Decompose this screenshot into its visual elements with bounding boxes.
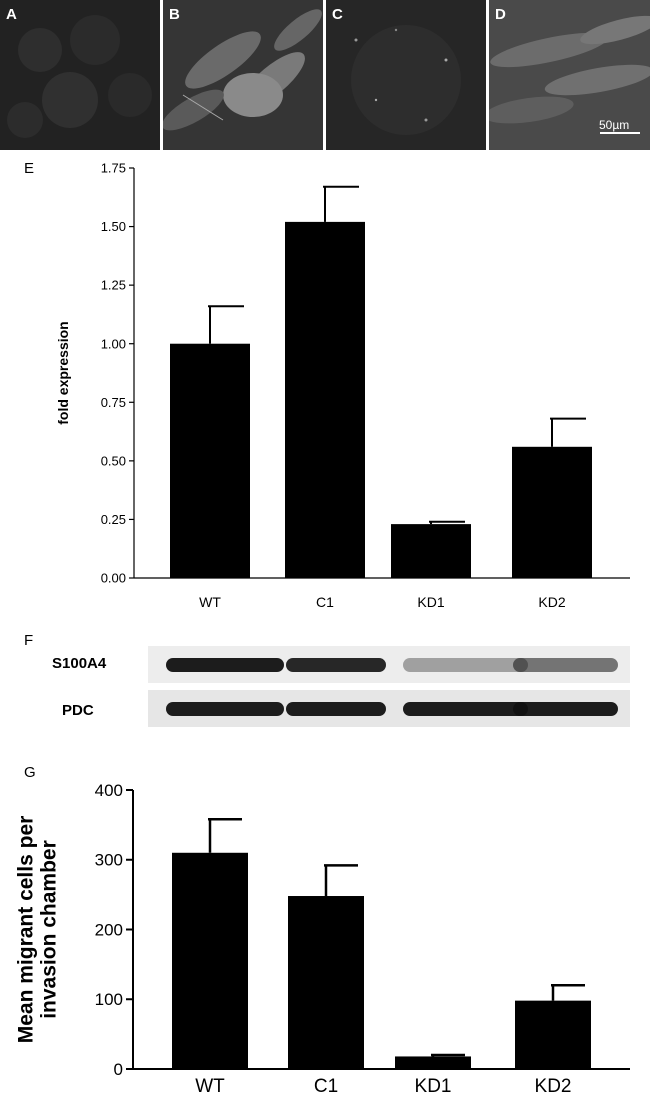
scale-bar-label: 50µm	[599, 118, 630, 132]
blot-label-pdc: PDC	[62, 702, 94, 719]
x-tick-label-wt: WT	[199, 594, 221, 610]
x-tick-label-kd2: KD2	[538, 594, 565, 610]
chart-e: 0.00 0.25 0.50 0.75 1.00 1.25 1.50 1.75 fold exp…	[55, 161, 630, 610]
y-tick-label: 0.25	[101, 512, 126, 527]
micrograph-b-texture	[163, 9, 322, 131]
y-tick-label: 1.50	[101, 219, 126, 234]
pdc-band-2	[286, 701, 386, 716]
panel-label-e: E	[24, 160, 35, 177]
bar-kd1	[391, 524, 471, 578]
panel-label-d: D	[495, 6, 506, 23]
micrograph-c-texture	[351, 25, 461, 135]
bar-kd2	[515, 1000, 591, 1069]
micrograph-c: C	[326, 0, 486, 150]
y-tick-label: 100	[95, 990, 123, 1009]
blot-row-s100a4	[148, 646, 630, 683]
panel-label-c: C	[332, 6, 343, 23]
panel-label-a: A	[6, 6, 17, 23]
s100a4-band-1	[166, 657, 284, 672]
bar-c1	[285, 221, 365, 578]
s100a4-band-3	[403, 657, 528, 672]
y-tick-label: 0	[114, 1060, 123, 1079]
blot-row-pdc	[148, 690, 630, 727]
bar-wt	[170, 343, 250, 578]
pdc-band-3	[403, 701, 528, 716]
y-tick-label: 1.25	[101, 278, 126, 293]
panel-label-b: B	[169, 6, 180, 23]
bar-kd1	[395, 1056, 471, 1069]
pdc-band-4	[513, 701, 618, 716]
bar-c1	[288, 896, 364, 1069]
s100a4-band-2	[286, 657, 386, 672]
micrograph-b: B	[163, 0, 323, 150]
x-tick-label-kd1: KD1	[417, 594, 444, 610]
x-tick-label-c1: C1	[316, 594, 334, 610]
micrograph-d: D	[489, 0, 650, 150]
y-tick-label: 200	[95, 920, 123, 939]
x-tick-label-kd2: KD2	[535, 1076, 572, 1095]
scale-bar	[600, 132, 640, 134]
y-axis-label: fold expression	[55, 321, 71, 424]
panel-label-g: G	[24, 764, 36, 781]
pdc-band-1	[166, 701, 284, 716]
micrograph-a: A	[0, 0, 160, 150]
s100a4-band-4	[513, 657, 618, 672]
x-tick-label-kd1: KD1	[415, 1076, 452, 1095]
x-tick-label-c1: C1	[314, 1076, 338, 1095]
y-tick-label: 300	[95, 851, 123, 870]
y-axis-label: Mean migrant cells perinvasion chamber	[14, 816, 60, 1044]
panel-label-f: F	[24, 632, 34, 649]
x-tick-label-wt: WT	[195, 1076, 225, 1095]
bar-wt	[172, 852, 248, 1069]
micrograph-d-texture	[489, 15, 650, 124]
bar-kd2	[512, 446, 592, 578]
y-tick-label: 0.50	[101, 453, 126, 468]
y-tick-label: 0.75	[101, 395, 126, 410]
y-tick-label: 1.00	[101, 336, 126, 351]
y-tick-label: 0.00	[101, 571, 126, 586]
y-tick-label: 1.75	[101, 161, 126, 176]
y-tick-label: 400	[95, 781, 123, 800]
micrograph-a-texture	[7, 15, 152, 138]
blot-label-s100a4: S100A4	[52, 655, 107, 672]
